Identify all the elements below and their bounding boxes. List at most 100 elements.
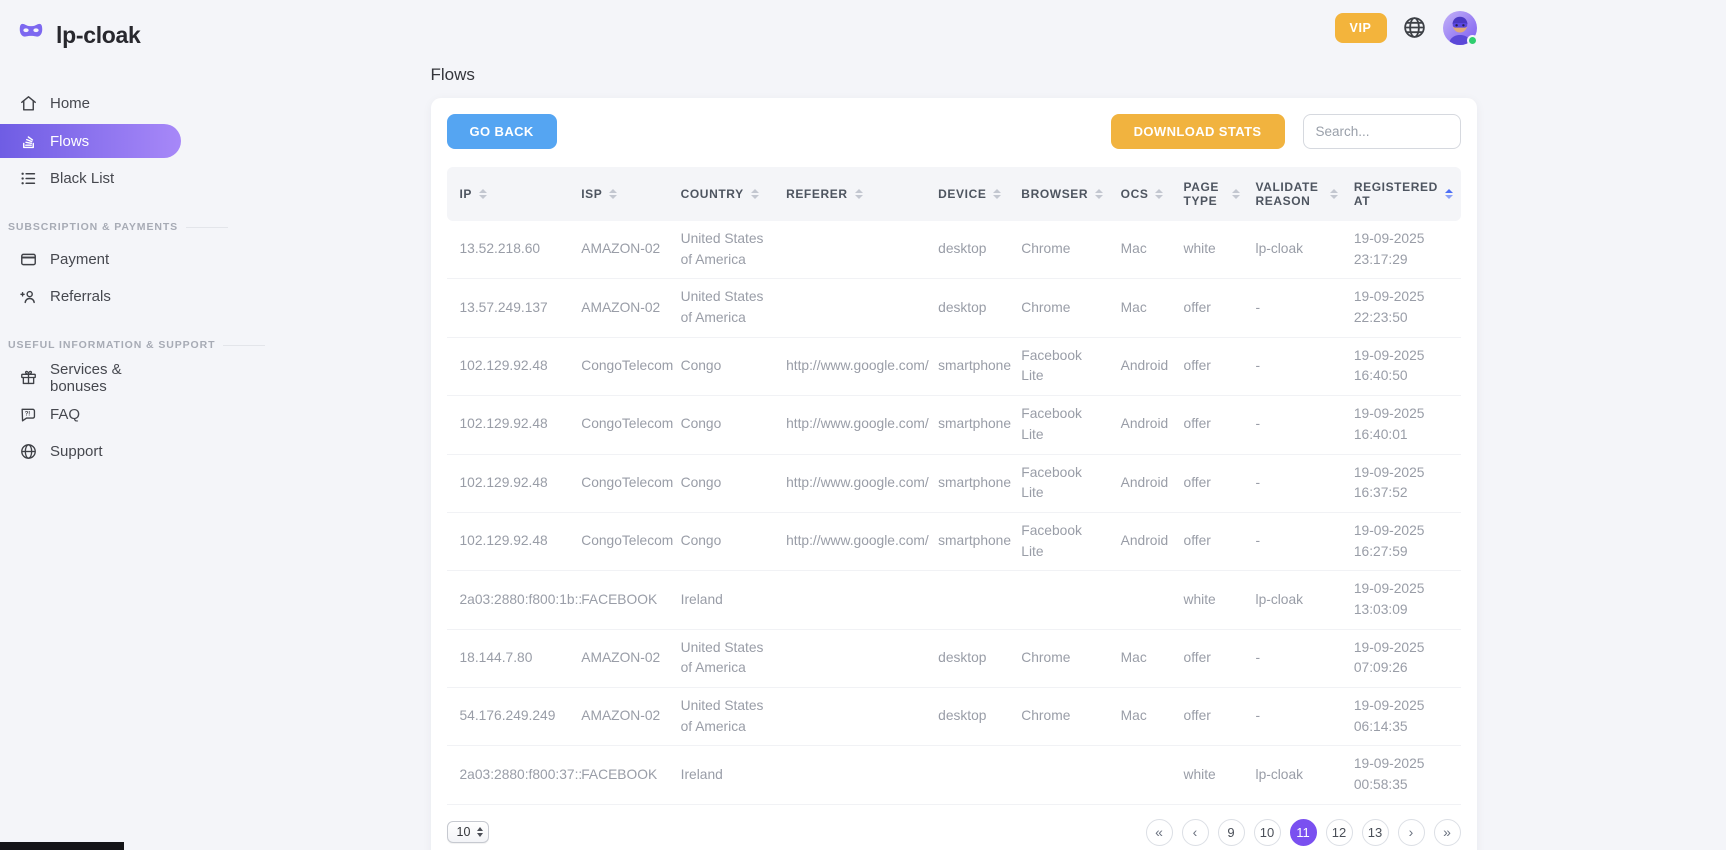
cell-country: United States of America <box>672 687 779 747</box>
cell-country: United States of America <box>672 629 779 689</box>
cell-referer <box>778 745 931 805</box>
cell-device <box>930 745 1014 805</box>
column-header-country[interactable]: COUNTRY <box>672 167 779 221</box>
cell-browser: Chrome <box>1013 221 1113 280</box>
cell-validate-reason: - <box>1247 278 1346 338</box>
cell-referer <box>778 570 931 630</box>
cell-registered-at: 19-09-2025 00:58:35 <box>1345 745 1461 805</box>
stepper-icon <box>477 827 484 838</box>
cell-device: desktop <box>930 629 1014 689</box>
sidebar-item-home[interactable]: Home <box>0 85 181 122</box>
sidebar-item-services-bonuses[interactable]: Services & bonuses <box>0 359 181 396</box>
cell-validate-reason: - <box>1247 629 1346 689</box>
cell-browser: Facebook Lite <box>1013 454 1113 513</box>
column-header-page-type[interactable]: PAGE TYPE <box>1175 167 1248 221</box>
cell-page-type: white <box>1175 745 1248 805</box>
cell-ip: 54.176.249.249 <box>446 687 574 747</box>
sidebar-item-label: Services & bonuses <box>50 360 122 395</box>
cell-isp: FACEBOOK <box>573 745 673 805</box>
cell-device: desktop <box>930 278 1014 338</box>
home-icon <box>18 94 38 114</box>
vip-button[interactable]: VIP <box>1334 13 1387 43</box>
cell-page-type: offer <box>1175 687 1248 747</box>
pagination-first-button[interactable]: « <box>1145 818 1173 846</box>
card-footer: 10 « ‹ 9 10 11 12 13 › » <box>446 818 1461 846</box>
cell-isp: CongoTelecom <box>573 512 673 572</box>
sort-icon <box>750 189 759 199</box>
cell-browser: Facebook Lite <box>1013 512 1113 572</box>
cell-registered-at: 19-09-2025 07:09:26 <box>1345 629 1461 689</box>
cell-referer <box>778 221 931 280</box>
sort-icon-active <box>1444 189 1453 199</box>
column-header-ip[interactable]: IP <box>446 167 574 221</box>
cell-page-type: offer <box>1175 278 1248 338</box>
cell-ip: 2a03:2880:f800:1b:: <box>446 570 582 630</box>
cell-country: United States of America <box>672 278 779 338</box>
pagination-prev-button[interactable]: ‹ <box>1181 818 1209 846</box>
search-input[interactable] <box>1302 114 1461 149</box>
sidebar-item-faq[interactable]: ?! FAQ <box>0 396 181 433</box>
cell-registered-at: 19-09-2025 16:27:59 <box>1345 512 1461 572</box>
language-globe-button[interactable] <box>1402 15 1428 41</box>
pagination-last-button[interactable]: » <box>1433 818 1461 846</box>
sidebar-item-label: Black List <box>50 170 115 187</box>
cell-country: Ireland <box>672 570 779 630</box>
pagination-page-button[interactable]: 11 <box>1289 818 1317 846</box>
sort-icon <box>993 189 1002 199</box>
main-area: VIP <box>181 0 1726 850</box>
page-size-select[interactable]: 10 <box>446 821 490 844</box>
sidebar-item-label: FAQ <box>50 406 81 423</box>
horizontal-scrollbar-thumb[interactable] <box>0 842 124 850</box>
cell-country: Congo <box>672 337 779 397</box>
column-header-referer[interactable]: REFERER <box>778 167 931 221</box>
flows-table: IP ISP COUNTRY REFERER DEVICE BROWSER OC… <box>446 167 1461 805</box>
column-header-ocs[interactable]: OCS <box>1112 167 1176 221</box>
cell-registered-at: 19-09-2025 16:37:52 <box>1345 454 1461 513</box>
table-row: 18.144.7.80 AMAZON-02 United States of A… <box>446 629 1461 689</box>
table-row: 102.129.92.48 CongoTelecom Congo http://… <box>446 337 1461 397</box>
user-avatar[interactable] <box>1442 11 1478 46</box>
cell-ocs: Android <box>1112 454 1176 513</box>
cell-browser: Facebook Lite <box>1013 337 1113 397</box>
cell-device: smartphone <box>930 512 1014 572</box>
cell-registered-at: 19-09-2025 13:03:09 <box>1345 570 1461 630</box>
cell-ip: 102.129.92.48 <box>446 337 574 397</box>
sidebar-item-support[interactable]: Support <box>0 433 181 470</box>
column-header-isp[interactable]: ISP <box>573 167 673 221</box>
cell-referer <box>778 629 931 689</box>
table-row: 102.129.92.48 CongoTelecom Congo http://… <box>446 454 1461 513</box>
sidebar-item-referrals[interactable]: Referrals <box>0 278 181 315</box>
go-back-button[interactable]: GO BACK <box>446 114 557 149</box>
cell-referer: http://www.google.com/ <box>778 337 931 397</box>
column-header-browser[interactable]: BROWSER <box>1013 167 1113 221</box>
cell-validate-reason: lp-cloak <box>1247 221 1346 280</box>
sidebar-item-flows[interactable]: Flows <box>0 124 181 158</box>
sidebar-item-black-list[interactable]: Black List <box>0 160 181 197</box>
cell-browser: Chrome <box>1013 687 1113 747</box>
referrals-person-icon <box>18 287 38 307</box>
pagination-page-button[interactable]: 12 <box>1325 818 1353 846</box>
sort-icon <box>1231 189 1240 199</box>
online-status-dot <box>1466 35 1478 46</box>
column-header-registered-at[interactable]: REGISTERED AT <box>1345 167 1461 221</box>
brand-logo[interactable]: lp-cloak <box>0 12 181 59</box>
table-header-row: IP ISP COUNTRY REFERER DEVICE BROWSER OC… <box>446 167 1461 221</box>
cell-device <box>930 570 1014 630</box>
cell-ip: 2a03:2880:f800:37:: <box>446 745 582 805</box>
pagination-next-button[interactable]: › <box>1397 818 1425 846</box>
cell-ocs <box>1112 745 1176 805</box>
cell-ip: 13.52.218.60 <box>446 221 574 280</box>
column-header-device[interactable]: DEVICE <box>930 167 1014 221</box>
download-stats-button[interactable]: DOWNLOAD STATS <box>1110 114 1285 149</box>
faq-bubble-icon: ?! <box>18 405 38 425</box>
pagination-page-button[interactable]: 10 <box>1253 818 1281 846</box>
pagination-page-button[interactable]: 13 <box>1361 818 1389 846</box>
column-header-validate-reason[interactable]: VALIDATE REASON <box>1247 167 1346 221</box>
cell-page-type: offer <box>1175 395 1248 455</box>
cell-ocs: Mac <box>1112 221 1176 280</box>
cell-validate-reason: lp-cloak <box>1247 570 1346 630</box>
sidebar-item-payment[interactable]: Payment <box>0 241 181 278</box>
pagination-page-button[interactable]: 9 <box>1217 818 1245 846</box>
table-row: 54.176.249.249 AMAZON-02 United States o… <box>446 687 1461 747</box>
